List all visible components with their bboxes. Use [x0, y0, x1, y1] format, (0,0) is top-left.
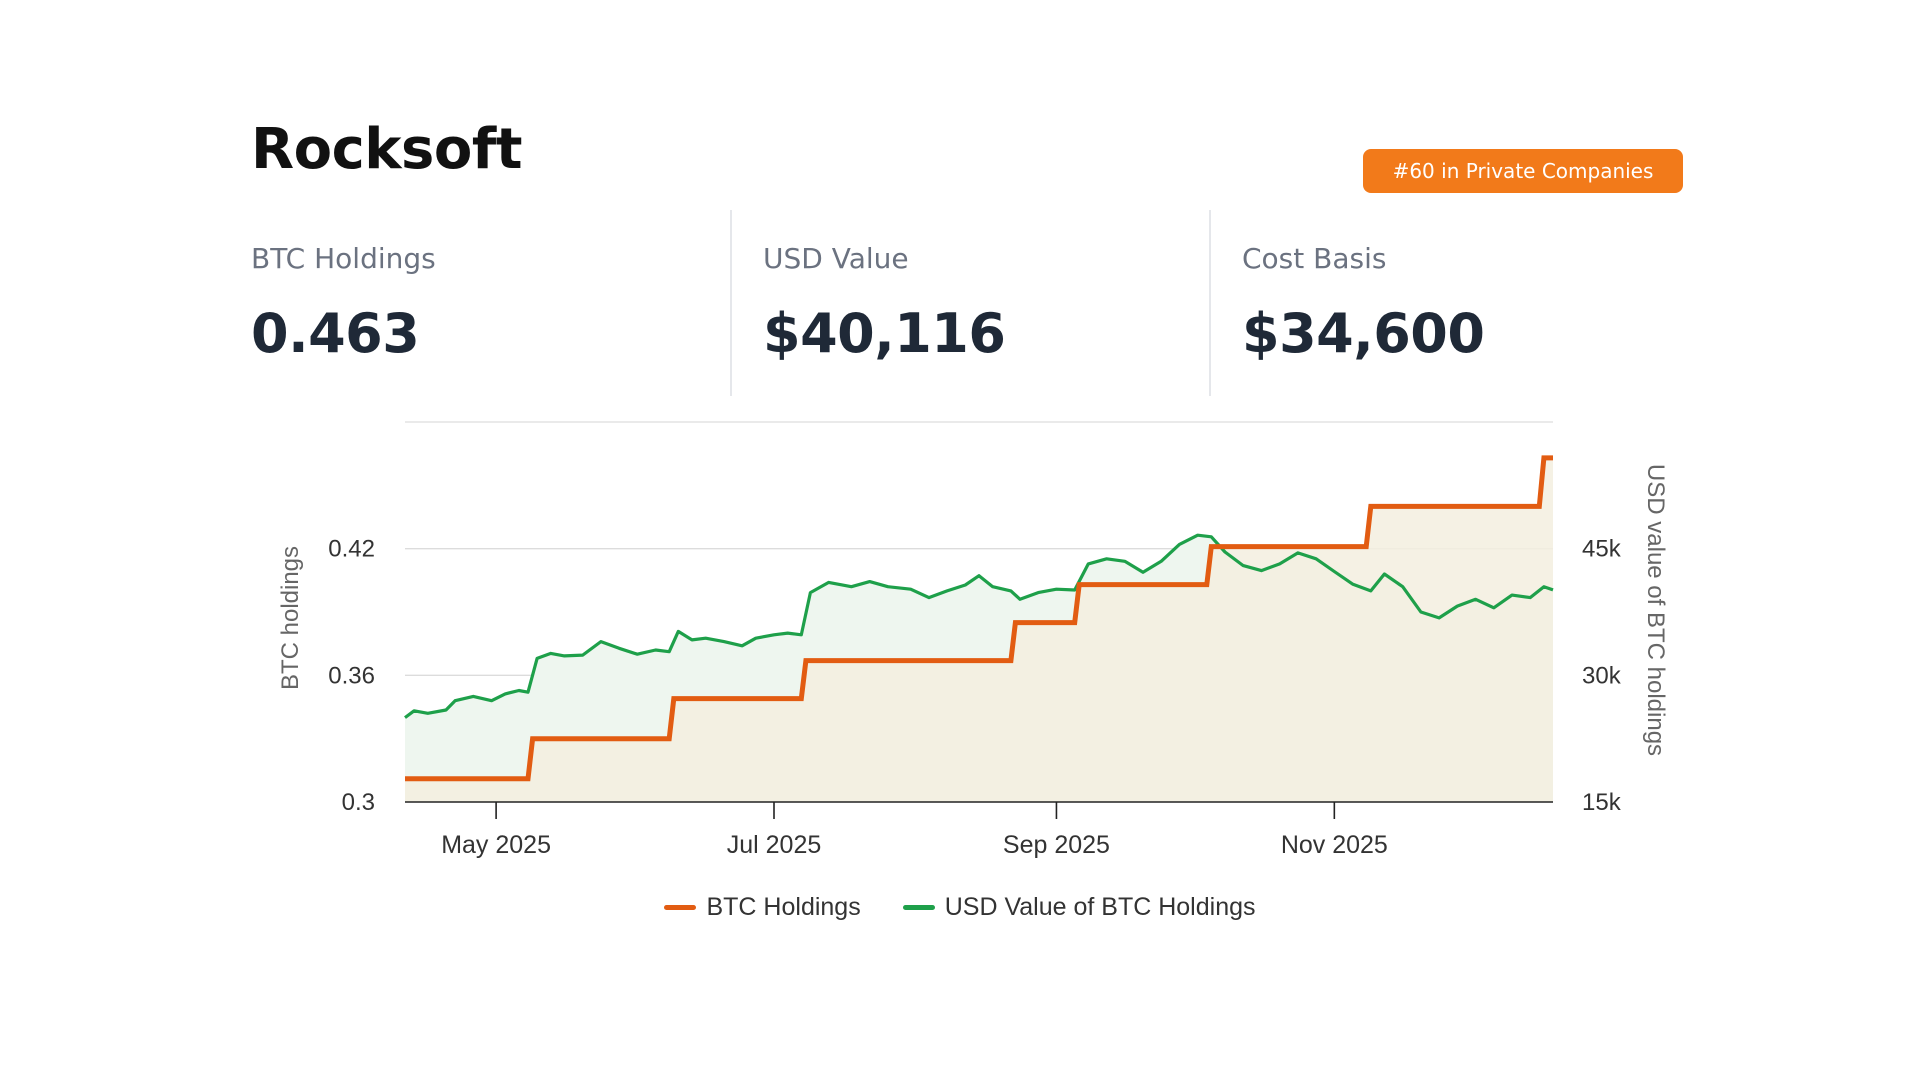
y-right-tick-label: 30k [1582, 662, 1622, 689]
legend-swatch-usd [902, 905, 935, 910]
btc-holdings-area [405, 457, 1553, 802]
y-right-axis-label: USD value of BTC holdings [1642, 464, 1669, 756]
legend-label-usd: USD Value of BTC Holdings [944, 893, 1256, 921]
legend-item-btc-holdings[interactable]: BTC Holdings [664, 893, 861, 922]
y-left-tick-label: 0.3 [342, 789, 375, 816]
stat-label: BTC Holdings [251, 242, 436, 275]
company-name: Rocksoft [251, 117, 522, 182]
stat-label: USD Value [763, 242, 909, 275]
usd-value-area [405, 535, 1553, 802]
x-tick-label: Nov 2025 [1281, 831, 1388, 859]
y-right-tick-label: 15k [1582, 789, 1622, 816]
stat-value: $40,116 [763, 302, 1006, 365]
rank-badge[interactable]: #60 in Private Companies [1363, 149, 1683, 193]
y-right-tick-label: 45k [1582, 536, 1622, 563]
stat-label: Cost Basis [1242, 242, 1387, 275]
legend-item-usd-value[interactable]: USD Value of BTC Holdings [902, 893, 1256, 922]
stat-value: 0.463 [251, 302, 420, 365]
btc-holdings-line [405, 455, 1553, 782]
stat-divider [730, 210, 732, 396]
legend-swatch-btc [664, 905, 697, 910]
legend-label-btc: BTC Holdings [706, 893, 861, 921]
x-tick-label: Sep 2025 [1003, 831, 1110, 859]
stat-value: $34,600 [1242, 302, 1485, 365]
y-left-axis-label: BTC holdings [277, 546, 304, 690]
stat-divider [1209, 210, 1211, 396]
x-tick-label: May 2025 [441, 831, 551, 859]
x-tick-label: Jul 2025 [727, 831, 822, 859]
usd-value-line [404, 533, 1554, 719]
stats-row: BTC Holdings 0.463 USD Value $40,116 Cos… [0, 210, 1920, 396]
y-left-tick-label: 0.42 [328, 536, 375, 563]
y-left-tick-label: 0.36 [328, 662, 375, 689]
chart-legend: BTC Holdings USD Value of BTC Holdings [0, 893, 1920, 922]
